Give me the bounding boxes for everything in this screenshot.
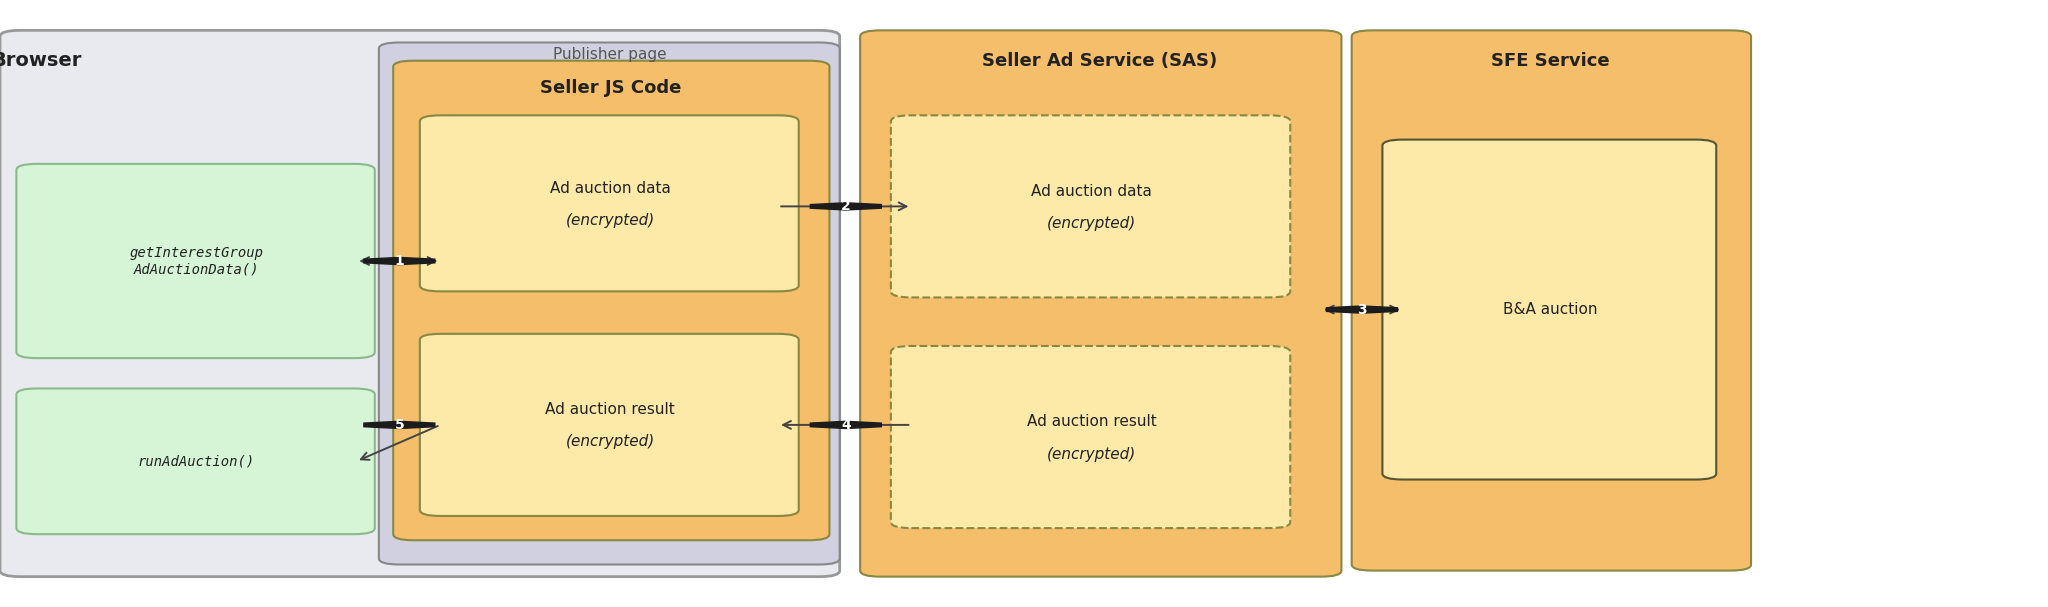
FancyBboxPatch shape [1352, 30, 1751, 571]
FancyBboxPatch shape [891, 115, 1290, 297]
Polygon shape [365, 257, 434, 265]
Text: runAdAuction(): runAdAuction() [137, 454, 256, 469]
Text: getInterestGroup
AdAuctionData(): getInterestGroup AdAuctionData() [129, 246, 264, 276]
Text: Seller Ad Service (SAS): Seller Ad Service (SAS) [983, 52, 1217, 70]
Text: Ad auction data: Ad auction data [1030, 184, 1153, 198]
Text: Ad auction data: Ad auction data [549, 181, 672, 195]
Polygon shape [365, 421, 434, 429]
Text: (encrypted): (encrypted) [1047, 216, 1137, 231]
Text: (encrypted): (encrypted) [1047, 447, 1137, 461]
Polygon shape [811, 421, 881, 429]
Polygon shape [1327, 306, 1397, 313]
Text: Seller JS Code: Seller JS Code [539, 79, 682, 97]
Polygon shape [811, 203, 881, 210]
Text: Ad auction result: Ad auction result [1026, 415, 1157, 429]
FancyBboxPatch shape [16, 388, 375, 534]
FancyBboxPatch shape [379, 42, 840, 565]
Text: Ad auction result: Ad auction result [545, 402, 676, 417]
FancyBboxPatch shape [16, 164, 375, 358]
FancyBboxPatch shape [420, 115, 799, 291]
FancyBboxPatch shape [860, 30, 1341, 577]
Text: Publisher page: Publisher page [553, 47, 668, 62]
Text: Browser: Browser [0, 51, 82, 70]
Text: 5: 5 [395, 418, 403, 432]
FancyBboxPatch shape [420, 334, 799, 516]
Text: SFE Service: SFE Service [1491, 52, 1610, 70]
Text: 4: 4 [842, 418, 850, 432]
Text: 1: 1 [395, 254, 403, 268]
FancyBboxPatch shape [891, 346, 1290, 528]
Text: (encrypted): (encrypted) [565, 213, 655, 228]
FancyBboxPatch shape [0, 30, 840, 577]
Text: 2: 2 [842, 199, 850, 214]
Text: (encrypted): (encrypted) [565, 435, 655, 449]
FancyBboxPatch shape [393, 61, 829, 540]
Text: B&A auction: B&A auction [1503, 302, 1597, 317]
Text: 3: 3 [1358, 302, 1366, 317]
FancyBboxPatch shape [1382, 140, 1716, 480]
